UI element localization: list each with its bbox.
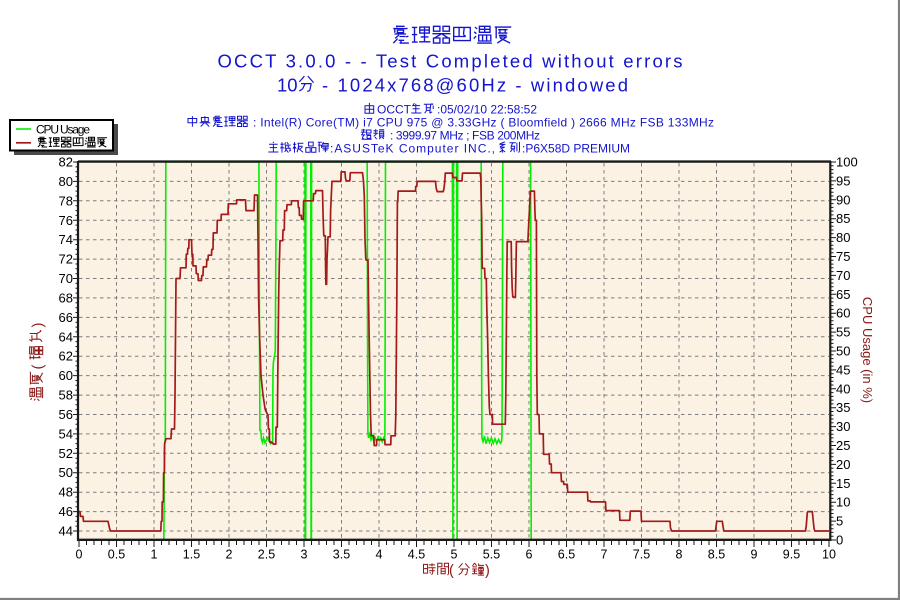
svg-text:80: 80 [836,230,850,245]
svg-text:74: 74 [59,232,73,247]
svg-text:10: 10 [836,495,850,510]
svg-text:60: 60 [59,368,73,383]
svg-text:2.5: 2.5 [258,548,275,562]
svg-text:50: 50 [836,344,850,359]
svg-text:7: 7 [601,548,608,562]
svg-text:8.5: 8.5 [708,548,725,562]
svg-text:5: 5 [836,514,843,529]
svg-text:54: 54 [59,426,73,441]
svg-text:78: 78 [59,193,73,208]
svg-text:46: 46 [59,504,73,519]
svg-text:20: 20 [836,457,850,472]
svg-text:80: 80 [59,174,73,189]
svg-text:6: 6 [526,548,533,562]
svg-text:): ) [30,323,47,328]
svg-text:10: 10 [822,548,836,562]
svg-text:3: 3 [301,548,308,562]
svg-text:5: 5 [451,548,458,562]
svg-text:70: 70 [59,271,73,286]
svg-text:7.5: 7.5 [633,548,650,562]
svg-text:90: 90 [836,192,850,207]
svg-text:0: 0 [76,548,83,562]
svg-text:2: 2 [226,548,233,562]
svg-text:70: 70 [836,268,850,283]
svg-text:55: 55 [836,325,850,340]
svg-text:10: 10 [277,75,298,96]
svg-text:0: 0 [836,533,843,548]
svg-text:4.5: 4.5 [408,548,425,562]
svg-text:52: 52 [59,446,73,461]
svg-text:8: 8 [676,548,683,562]
svg-text:75: 75 [836,249,850,264]
svg-text:9: 9 [751,548,758,562]
svg-text:: Intel(R) Core(TM) i7 CPU 975: : Intel(R) Core(TM) i7 CPU 975 @ 3.33GHz… [253,116,714,130]
svg-text:- 1024x768@60Hz - windowed: - 1024x768@60Hz - windowed [322,75,628,96]
svg-text:62: 62 [59,349,73,364]
svg-text:45: 45 [836,362,850,377]
svg-text:72: 72 [59,252,73,267]
svg-text:(: ( [30,365,47,370]
svg-text:64: 64 [59,329,73,344]
svg-text:CPU Usage: CPU Usage [36,123,90,137]
svg-text:40: 40 [836,381,850,396]
svg-text:4: 4 [376,548,383,562]
svg-text:60: 60 [836,306,850,321]
svg-text:1: 1 [151,548,158,562]
svg-text:(: ( [449,563,454,579]
svg-text:): ) [485,563,490,579]
svg-text:48: 48 [59,485,73,500]
svg-text:68: 68 [59,290,73,305]
svg-text:50: 50 [59,465,73,480]
svg-text:9.5: 9.5 [783,548,800,562]
svg-text:95: 95 [836,173,850,188]
svg-text:65: 65 [836,287,850,302]
svg-text:56: 56 [59,407,73,422]
svg-text:: 3999.97 MHz ; FSB 200MHz: : 3999.97 MHz ; FSB 200MHz [390,129,540,143]
svg-text:76: 76 [59,213,73,228]
svg-text:3.5: 3.5 [333,548,350,562]
svg-text:5.5: 5.5 [483,548,500,562]
svg-text:35: 35 [836,400,850,415]
svg-text:85: 85 [836,211,850,226]
svg-text:100: 100 [836,155,858,170]
svg-text:25: 25 [836,438,850,453]
svg-text:66: 66 [59,310,73,325]
svg-text::05/02/10 22:58:52: :05/02/10 22:58:52 [437,103,537,117]
svg-text:CPU Usage (in %): CPU Usage (in %) [860,297,875,403]
svg-text:30: 30 [836,419,850,434]
svg-text:58: 58 [59,388,73,403]
svg-text:82: 82 [59,155,73,170]
svg-text:6.5: 6.5 [558,548,575,562]
svg-text:44: 44 [59,524,73,539]
svg-text:1.5: 1.5 [183,548,200,562]
svg-text::ASUSTeK Computer INC.,: :ASUSTeK Computer INC., [330,142,495,156]
svg-text:OCCT: OCCT [377,103,412,117]
svg-text::P6X58D PREMIUM: :P6X58D PREMIUM [522,142,630,156]
svg-text:0.5: 0.5 [108,548,125,562]
svg-text:15: 15 [836,476,850,491]
svg-text:OCCT 3.0.0 - - Test Completed: OCCT 3.0.0 - - Test Completed without er… [218,51,683,72]
